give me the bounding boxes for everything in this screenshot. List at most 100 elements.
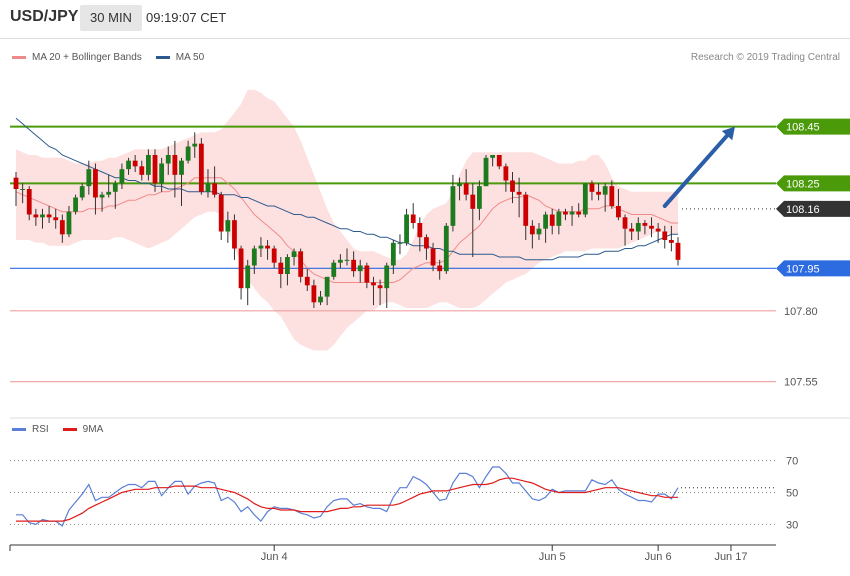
candle-body <box>582 183 588 215</box>
legend-item-9ma: 9MA <box>62 424 103 435</box>
legend-label-ma20: MA 20 + Bollinger Bands <box>32 52 142 63</box>
candle-body <box>649 225 654 229</box>
candle-body <box>576 211 582 215</box>
candle-body <box>298 251 304 277</box>
ma50-line <box>15 117 678 261</box>
candle-body <box>232 220 237 249</box>
candle-body <box>410 214 416 223</box>
candle-body <box>311 285 317 303</box>
rsi-tick-label-50: 50 <box>786 488 798 500</box>
candle-body <box>351 259 357 272</box>
projection-arrow-head <box>721 126 735 141</box>
candle-body <box>556 211 562 226</box>
x-tick-label: Jun 6 <box>645 551 672 563</box>
level-tag-108.45 <box>776 118 850 135</box>
candle-body <box>496 155 502 167</box>
main-legend: MA 20 + Bollinger Bands MA 50 <box>12 52 218 63</box>
candle-body <box>424 237 429 249</box>
candle-body <box>99 194 105 198</box>
legend-label-rsi: RSI <box>32 424 49 435</box>
candle-body <box>384 265 390 289</box>
candle-body <box>635 223 641 232</box>
x-tick-label: Jun 4 <box>261 551 288 563</box>
candle-body <box>569 211 575 215</box>
candle-body <box>344 259 350 261</box>
candle-body <box>119 169 125 184</box>
level-label-108.45: 108.45 <box>786 122 820 134</box>
candle-body <box>291 251 297 257</box>
rsi-9ma-line <box>16 477 678 522</box>
candle-body <box>516 191 522 195</box>
candle-body <box>13 177 19 189</box>
candle-body <box>245 265 251 289</box>
candle-body <box>662 231 668 240</box>
candle-body <box>172 155 178 175</box>
level-tag-108.25 <box>776 175 850 192</box>
candle-body <box>251 248 257 266</box>
candle-body <box>477 186 482 209</box>
candle-body <box>331 262 337 277</box>
candle-body <box>198 143 204 192</box>
candle-body <box>490 155 496 158</box>
candle-body <box>377 285 383 289</box>
candle-body <box>192 143 198 147</box>
candle-body <box>596 191 601 195</box>
candle-body <box>126 160 131 170</box>
candle-body <box>622 217 628 229</box>
candle-body <box>589 183 595 192</box>
candle-body <box>543 214 548 229</box>
candle-body <box>20 189 26 190</box>
candle-body <box>218 194 224 232</box>
header-divider <box>0 38 850 39</box>
bollinger-band-area <box>16 89 678 351</box>
level-label-107.80: 107.80 <box>784 306 818 318</box>
candle-body <box>655 228 661 232</box>
timeframe-badge[interactable]: 30 MIN <box>80 5 142 31</box>
candle-body <box>271 248 277 263</box>
projection-arrow-line <box>662 133 730 208</box>
candle-body <box>238 248 244 289</box>
candle-body <box>185 146 191 161</box>
current-price-label: 108.16 <box>786 204 820 216</box>
candle-body <box>324 276 330 297</box>
legend-swatch-9ma <box>62 428 77 431</box>
candle-body <box>668 240 674 243</box>
candle-body <box>470 194 476 209</box>
current-price-tag <box>776 200 850 217</box>
candle-body <box>132 160 138 167</box>
rsi-tick-label-70: 70 <box>786 456 798 468</box>
rsi-legend: RSI 9MA <box>12 424 117 435</box>
candle-body <box>112 183 118 192</box>
candle-body <box>212 183 217 195</box>
candle-body <box>73 197 78 212</box>
candle-body <box>53 217 59 221</box>
candle-body <box>616 206 621 218</box>
candle-body <box>523 194 529 226</box>
candle-body <box>529 225 535 235</box>
candle-body <box>371 282 376 286</box>
credit-text: Research © 2019 Trading Central <box>690 52 840 63</box>
candle-body <box>457 183 462 187</box>
legend-item-rsi: RSI <box>12 424 49 435</box>
candle-body <box>265 245 270 249</box>
candle-body <box>278 262 284 274</box>
candle-body <box>563 211 568 215</box>
candle-body <box>364 265 370 283</box>
candle-body <box>390 242 396 266</box>
candle-body <box>304 276 310 286</box>
legend-swatch-rsi <box>12 428 26 431</box>
candle-body <box>536 228 542 235</box>
rsi-tick-label-30: 30 <box>786 519 798 531</box>
legend-label-ma50: MA 50 <box>175 52 205 63</box>
candle-body <box>404 214 409 243</box>
candle-body <box>443 225 449 272</box>
candle-body <box>483 157 489 187</box>
legend-item-ma50: MA 50 <box>155 52 205 63</box>
candle-body <box>510 180 515 192</box>
candle-body <box>33 214 39 218</box>
candle-body <box>79 186 85 198</box>
candle-body <box>675 242 681 260</box>
level-tag-107.95 <box>776 260 850 277</box>
candle-body <box>463 183 469 195</box>
